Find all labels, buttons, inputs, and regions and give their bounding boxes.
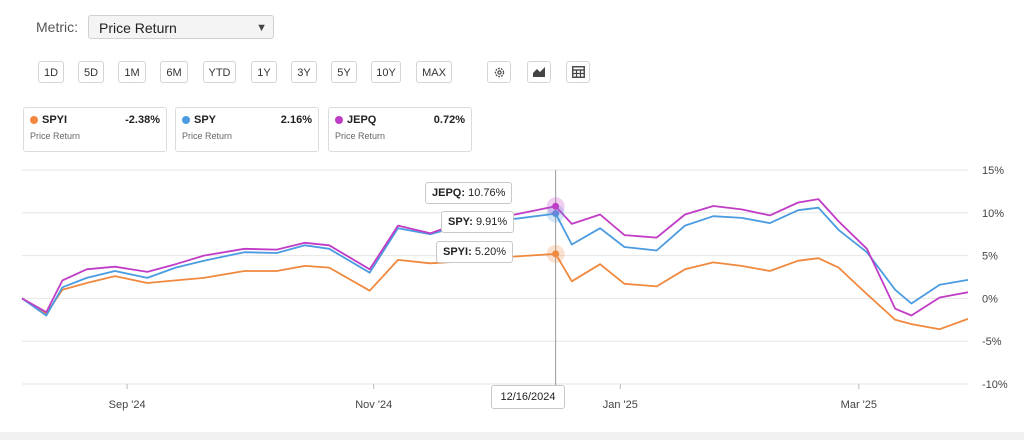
tooltip-spyi: SPYI: 5.20% — [436, 241, 514, 263]
tooltip-separator: : — [468, 246, 472, 258]
card-subtitle: Price Return — [335, 131, 386, 141]
tooltip-value: 9.91% — [475, 216, 508, 228]
tooltip-jepq: JEPQ: 10.76% — [425, 182, 513, 204]
card-value: -2.38% — [125, 114, 160, 126]
tooltip-spy: SPY: 9.91% — [441, 211, 515, 233]
range-button-max[interactable]: MAX — [416, 61, 452, 83]
hover-point-spyi — [552, 250, 560, 258]
metric-row: Metric: Price Return ▼ — [36, 14, 274, 40]
y-tick-label: 0% — [982, 293, 998, 305]
card-subtitle: Price Return — [30, 131, 81, 141]
hover-point-jepq — [552, 202, 560, 210]
series-line-jepq — [21, 198, 969, 317]
tooltip-value: 10.76% — [468, 187, 506, 199]
metric-label: Metric: — [36, 19, 78, 35]
series-line-spyi — [21, 253, 969, 331]
price-return-chart[interactable]: 15% 10% 5% 0% -5% -10% Sep '24 Nov '24 Jan '25 Ma… — [0, 160, 1024, 432]
series-color-dot — [335, 116, 343, 124]
range-button-ytd[interactable]: YTD — [203, 61, 236, 83]
range-button-1y[interactable]: 1Y — [251, 61, 277, 83]
page-footer — [0, 432, 1024, 440]
x-tick-label: Nov '24 — [355, 399, 392, 411]
y-tick-label: -10% — [982, 379, 1008, 391]
legend-card-jepq[interactable]: JEPQ 0.72% Price Return — [328, 107, 472, 152]
chart-type-icon — [533, 67, 545, 77]
card-ticker: SPY — [194, 114, 217, 126]
y-tick-label: 5% — [982, 251, 998, 263]
y-tick-label: 15% — [982, 165, 1004, 177]
y-tick-label: -5% — [982, 336, 1002, 348]
y-tick-label: 10% — [982, 208, 1004, 220]
range-button-5d[interactable]: 5D — [78, 61, 104, 83]
range-button-10y[interactable]: 10Y — [371, 61, 401, 83]
x-tick-label: Sep '24 — [109, 399, 146, 411]
metric-select-value: Price Return — [99, 20, 177, 36]
range-button-5y[interactable]: 5Y — [331, 61, 357, 83]
card-ticker: JEPQ — [347, 114, 377, 126]
range-button-6m[interactable]: 6M — [160, 61, 188, 83]
tooltip-value: 5.20% — [474, 246, 507, 258]
table-view-button[interactable] — [566, 61, 590, 83]
card-subtitle: Price Return — [182, 131, 233, 141]
legend-card-spyi[interactable]: SPYI -2.38% Price Return — [23, 107, 167, 152]
tooltip-ticker: SPYI — [443, 246, 469, 258]
series-line-spy — [21, 206, 969, 317]
series-color-dot — [30, 116, 38, 124]
gear-icon — [494, 67, 504, 77]
range-button-1m[interactable]: 1M — [118, 61, 146, 83]
x-tick-label: Mar '25 — [841, 399, 877, 411]
tooltip-ticker: JEPQ — [432, 187, 462, 199]
card-ticker: SPYI — [42, 114, 68, 126]
range-button-3y[interactable]: 3Y — [291, 61, 317, 83]
range-button-1d[interactable]: 1D — [38, 61, 64, 83]
chevron-down-icon: ▼ — [256, 22, 267, 34]
x-tick-label: Jan '25 — [603, 399, 638, 411]
metric-select[interactable]: Price Return ▼ — [88, 15, 274, 39]
tooltip-separator: : — [469, 216, 473, 228]
table-icon — [571, 66, 585, 78]
hover-point-spy — [552, 210, 560, 218]
card-value: 2.16% — [280, 114, 312, 126]
tooltip-separator: : — [461, 187, 466, 199]
card-value: 0.72% — [433, 114, 465, 126]
crosshair-date: 12/16/2024 — [491, 385, 565, 409]
chart-type-button[interactable] — [527, 61, 551, 83]
tooltip-ticker: SPY — [448, 216, 470, 228]
legend-card-spy[interactable]: SPY 2.16% Price Return — [175, 107, 319, 152]
settings-button[interactable] — [487, 61, 511, 83]
series-color-dot — [182, 116, 190, 124]
